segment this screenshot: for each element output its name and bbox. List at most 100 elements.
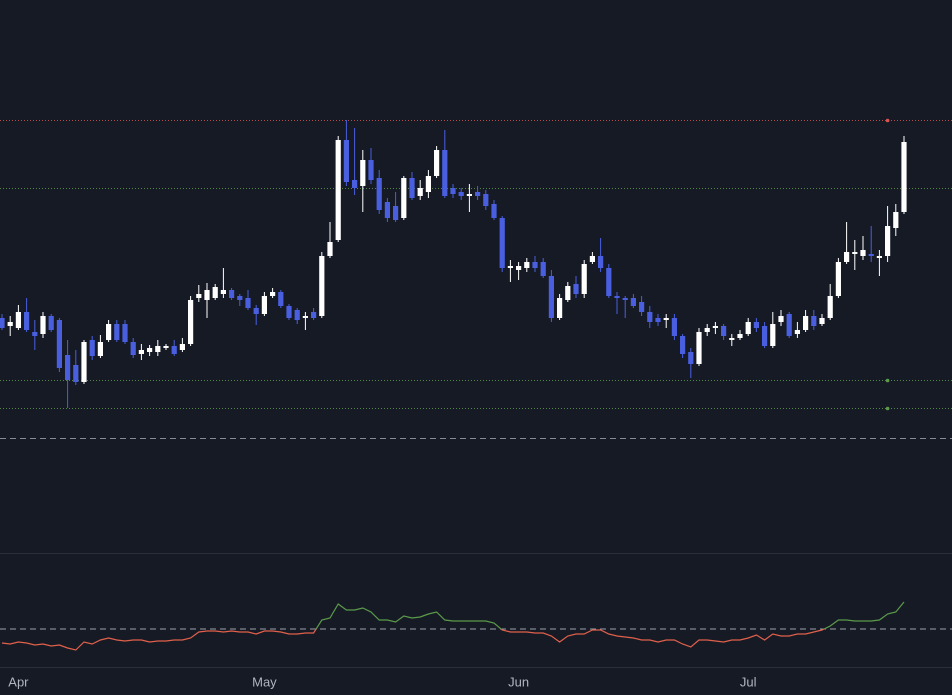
candle-body	[680, 336, 686, 354]
candle-body	[876, 256, 882, 258]
candle-body	[138, 350, 144, 354]
candle-body	[65, 355, 71, 380]
candle-body	[630, 298, 636, 306]
candle-body	[188, 300, 194, 344]
candle-body	[7, 322, 13, 326]
candle-body	[40, 316, 46, 334]
candle-body	[352, 180, 358, 188]
candle-body	[73, 365, 79, 382]
candle-body	[450, 188, 456, 194]
candle-body	[475, 192, 481, 196]
candle-body	[253, 308, 259, 314]
candle-body	[302, 316, 308, 318]
candle-body	[425, 176, 431, 192]
candle-body	[434, 150, 440, 176]
candle-body	[409, 178, 415, 198]
candle-body	[811, 316, 817, 326]
candle-body	[0, 318, 5, 328]
candle-body	[393, 206, 399, 220]
candle-body	[311, 312, 317, 318]
candle-body	[319, 256, 325, 316]
candle-body	[557, 298, 563, 318]
candle-body	[565, 286, 571, 300]
candle-body	[614, 296, 620, 298]
candle-body	[229, 290, 235, 298]
candle-body	[261, 296, 267, 314]
candle-body	[491, 204, 497, 218]
candle-body	[524, 262, 530, 268]
candle-body	[819, 318, 825, 324]
candle-body	[745, 322, 751, 334]
candle-body	[606, 268, 612, 296]
candle-body	[803, 316, 809, 330]
candle-body	[516, 266, 522, 270]
candle-body	[15, 312, 21, 328]
candle-body	[483, 194, 489, 206]
candle-body	[286, 306, 292, 318]
candle-body	[548, 276, 554, 318]
time-axis-label: Apr	[8, 674, 29, 689]
candle-body	[48, 316, 54, 330]
candle-body	[696, 332, 702, 364]
level-marker	[885, 406, 890, 411]
candle-body	[778, 316, 784, 322]
candle-body	[770, 324, 776, 346]
candle-body	[499, 218, 505, 268]
candle-body	[106, 324, 112, 340]
candle-body	[81, 342, 87, 382]
candle-body	[327, 242, 333, 256]
candle-body	[729, 338, 735, 340]
candle-body	[712, 326, 718, 328]
candle-body	[130, 342, 136, 355]
candle-body	[860, 250, 866, 256]
candle-body	[540, 262, 546, 276]
candle-body	[844, 252, 850, 262]
candle-body	[343, 140, 349, 182]
candle-body	[179, 344, 185, 350]
level-marker	[885, 378, 890, 383]
candle-body	[598, 256, 604, 268]
candle-body	[278, 292, 284, 306]
candle-body	[147, 348, 153, 352]
candle-body	[171, 346, 177, 354]
candle-body	[220, 290, 226, 294]
candle-body	[893, 212, 899, 228]
candle-body	[122, 324, 128, 342]
time-axis-label: Jun	[508, 674, 529, 689]
candle-body	[868, 254, 874, 256]
candle-body	[458, 192, 464, 196]
candle-body	[835, 262, 841, 296]
candle-body	[622, 298, 628, 300]
candle-body	[827, 296, 833, 318]
candle-body	[163, 346, 169, 348]
candle-body	[32, 332, 38, 336]
candle-body	[89, 340, 95, 356]
indicator-line	[1, 601, 905, 651]
candle-body	[532, 262, 538, 268]
time-axis-label: Jul	[740, 674, 757, 689]
time-axis-label: May	[252, 674, 277, 689]
candle-body	[204, 290, 210, 300]
candle-body	[753, 322, 759, 328]
candle-body	[647, 312, 653, 322]
candle-body	[573, 284, 579, 294]
candle-body	[368, 160, 374, 180]
candle-body	[794, 330, 800, 334]
candle-body	[852, 252, 858, 254]
candle-body	[97, 342, 103, 356]
candle-body	[442, 150, 448, 196]
candle-body	[360, 160, 366, 186]
candle-body	[417, 188, 423, 196]
candle-body	[245, 298, 251, 308]
candle-body	[212, 287, 218, 298]
candle-body	[196, 294, 202, 298]
candle-body	[294, 310, 300, 320]
candle-body	[721, 326, 727, 336]
candle-body	[384, 202, 390, 218]
candle-body	[737, 334, 743, 338]
candle-body	[704, 328, 710, 332]
candle-body	[466, 194, 472, 196]
candle-body	[688, 352, 694, 364]
